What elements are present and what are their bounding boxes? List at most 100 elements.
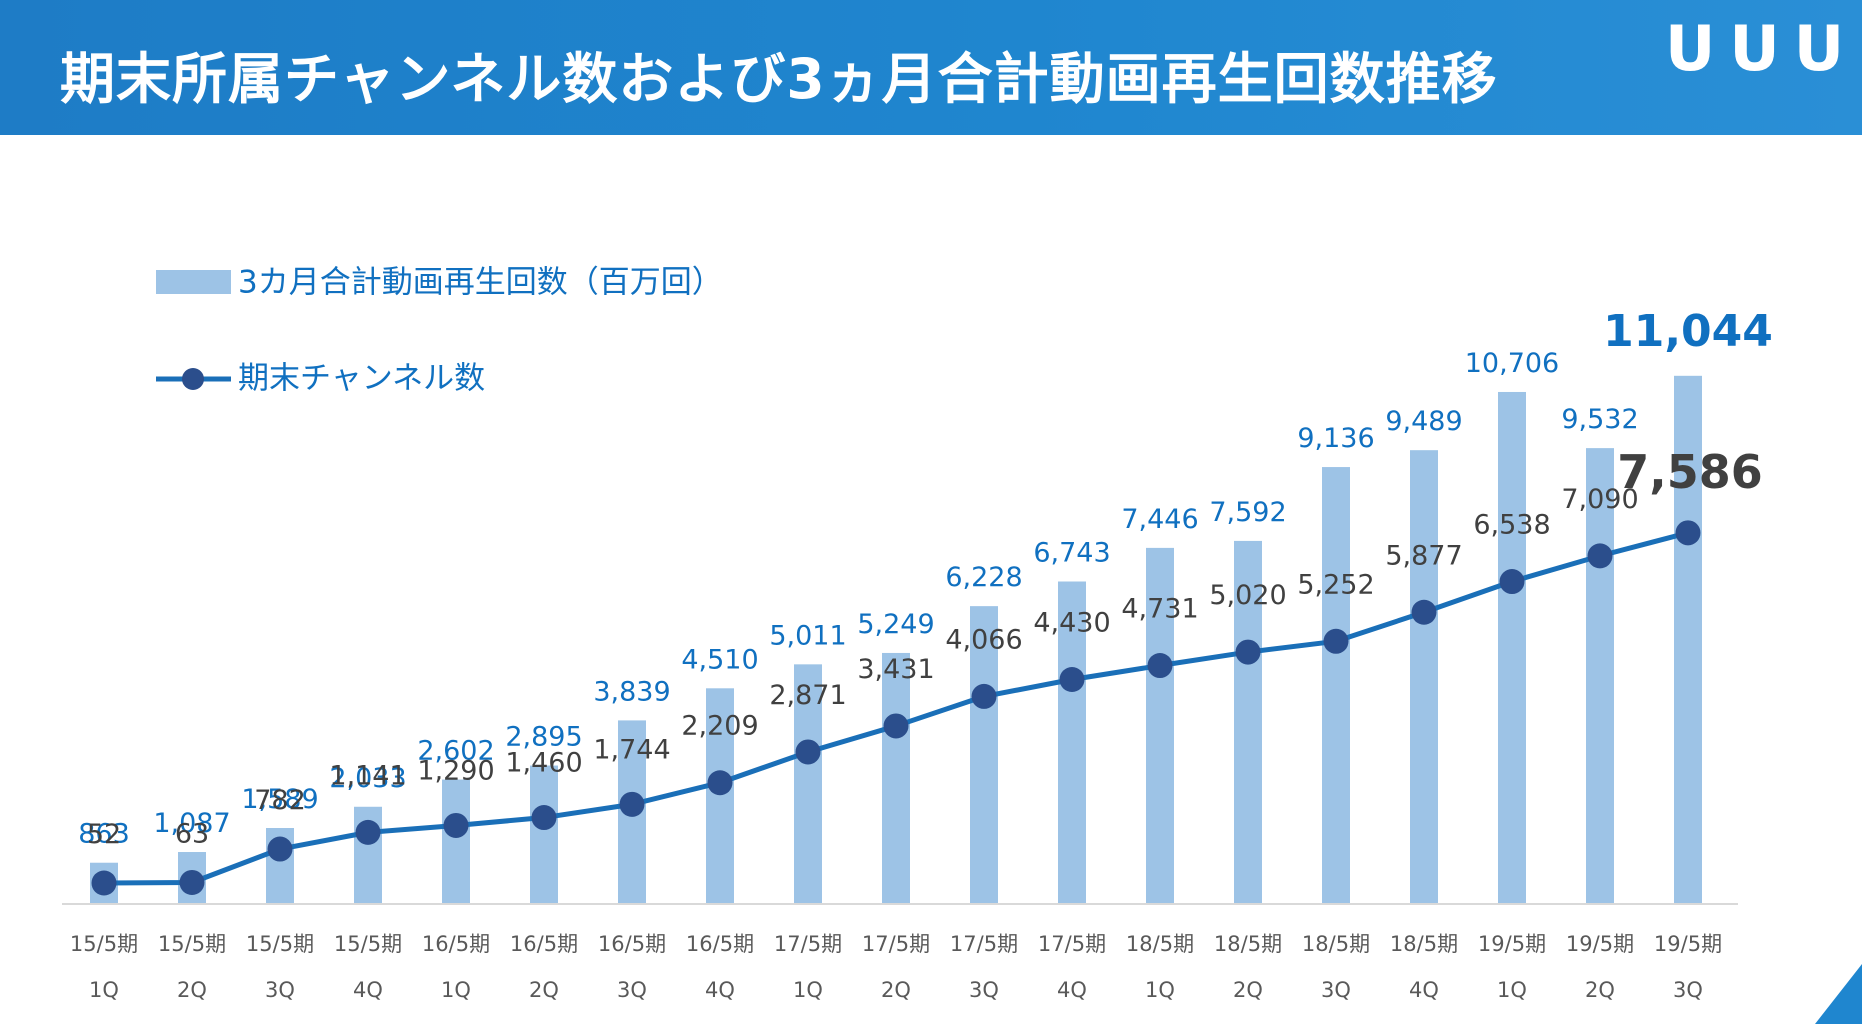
line-point-11 xyxy=(1059,667,1085,693)
bar-8 xyxy=(794,664,822,904)
bar-9 xyxy=(882,652,910,904)
bar-12 xyxy=(1146,547,1174,904)
bar-label-16: 10,706 xyxy=(1465,348,1559,379)
legend-bar-swatch xyxy=(156,270,231,294)
x-tick-period-16: 19/5期 xyxy=(1478,932,1546,956)
bar-label-4: 2,602 xyxy=(417,736,494,767)
line-label-2: 782 xyxy=(254,785,306,816)
x-tick-quarter-11: 4Q xyxy=(1057,978,1087,1002)
bar-15 xyxy=(1410,450,1438,904)
header-banner: 期末所属チャンネル数および3ヵ月合計動画再生回数推移 UUUM xyxy=(0,0,1862,135)
bar-18 xyxy=(1674,375,1702,904)
line-label-4: 1,290 xyxy=(417,755,494,786)
line-label-8: 2,871 xyxy=(769,680,846,711)
line-label-12: 4,731 xyxy=(1121,594,1198,625)
line-point-14 xyxy=(1323,628,1349,654)
bar-5 xyxy=(530,765,558,904)
line-label-0: 52 xyxy=(87,819,121,850)
line-data-labels: 52 63 782 1,141 1,290 1,460 1,744 2,209 2,871 3,4… xyxy=(87,445,1763,850)
line-series xyxy=(91,520,1701,896)
line-label-11: 4,430 xyxy=(1033,608,1110,639)
x-tick-quarter-15: 4Q xyxy=(1409,978,1439,1002)
bar-16 xyxy=(1498,391,1526,905)
x-tick-period-13: 18/5期 xyxy=(1214,932,1282,956)
x-tick-quarter-9: 2Q xyxy=(881,978,911,1002)
line-label-10: 4,066 xyxy=(945,624,1022,655)
legend-line-label: 期末チャンネル数 xyxy=(238,361,485,397)
x-tick-period-3: 15/5期 xyxy=(334,932,402,956)
x-tick-period-10: 17/5期 xyxy=(950,932,1018,956)
x-tick-quarter-8: 1Q xyxy=(793,978,823,1002)
bar-label-13: 7,592 xyxy=(1209,497,1286,528)
bar-11 xyxy=(1058,581,1086,904)
bar-label-15: 9,489 xyxy=(1385,406,1462,437)
bar-label-0: 863 xyxy=(78,819,130,850)
line-label-6: 1,744 xyxy=(593,734,670,765)
x-tick-period-6: 16/5期 xyxy=(598,932,666,956)
x-tick-quarter-3: 4Q xyxy=(353,978,383,1002)
line-point-3 xyxy=(355,819,381,845)
line-label-1: 63 xyxy=(175,818,209,849)
bar-label-11: 6,743 xyxy=(1033,538,1110,569)
bar-data-labels: 863 1,087 1,589 2,033 2,602 2,895 3,839 4,510 5,… xyxy=(78,306,1773,850)
x-tick-period-8: 17/5期 xyxy=(774,932,842,956)
x-tick-period-4: 16/5期 xyxy=(422,932,490,956)
legend-line-marker xyxy=(182,368,204,390)
x-tick-period-17: 19/5期 xyxy=(1566,932,1634,956)
x-tick-period-5: 16/5期 xyxy=(510,932,578,956)
line-point-12 xyxy=(1147,653,1173,679)
line-point-2 xyxy=(267,836,293,862)
x-tick-labels: 15/5期 1Q 15/5期 2Q 15/5期 3Q 15/5期 4Q 16/5期 1Q 16/5期… xyxy=(70,932,1722,1002)
line-point-18 xyxy=(1675,520,1701,546)
x-tick-period-18: 19/5期 xyxy=(1654,932,1722,956)
bar-label-3: 2,033 xyxy=(329,763,406,794)
bar-4 xyxy=(442,779,470,904)
bar-label-12: 7,446 xyxy=(1121,504,1198,535)
x-tick-period-14: 18/5期 xyxy=(1302,932,1370,956)
line-point-13 xyxy=(1235,639,1261,665)
line-label-14: 5,252 xyxy=(1297,569,1374,600)
line-point-0 xyxy=(91,870,117,896)
x-tick-quarter-4: 1Q xyxy=(441,978,471,1002)
uuum-logo: UUUM xyxy=(1665,12,1862,85)
line-label-13: 5,020 xyxy=(1209,580,1286,611)
bar-label-7: 4,510 xyxy=(681,644,758,675)
x-tick-quarter-12: 1Q xyxy=(1145,978,1175,1002)
line-label-18: 7,586 xyxy=(1617,445,1763,499)
bar-label-18: 11,044 xyxy=(1603,306,1773,357)
x-tick-period-15: 18/5期 xyxy=(1390,932,1458,956)
line-label-15: 5,877 xyxy=(1385,540,1462,571)
line-point-16 xyxy=(1499,569,1525,595)
line-point-15 xyxy=(1411,599,1437,625)
bar-label-10: 6,228 xyxy=(945,562,1022,593)
x-tick-period-7: 16/5期 xyxy=(686,932,754,956)
bar-10 xyxy=(970,606,998,904)
x-tick-quarter-1: 2Q xyxy=(177,978,207,1002)
x-tick-quarter-18: 3Q xyxy=(1673,978,1703,1002)
x-tick-quarter-10: 3Q xyxy=(969,978,999,1002)
line-label-5: 1,460 xyxy=(505,748,582,779)
line-label-16: 6,538 xyxy=(1473,510,1550,541)
legend-bar-label: 3カ月合計動画再生回数（百万回） xyxy=(238,265,723,301)
x-tick-period-12: 18/5期 xyxy=(1126,932,1194,956)
line-point-10 xyxy=(971,683,997,709)
bar-label-14: 9,136 xyxy=(1297,423,1374,454)
x-tick-quarter-2: 3Q xyxy=(265,978,295,1002)
x-tick-period-0: 15/5期 xyxy=(70,932,138,956)
bar-label-6: 3,839 xyxy=(593,676,670,707)
bar-label-1: 1,087 xyxy=(153,808,230,839)
line-point-9 xyxy=(883,713,909,739)
line-label-7: 2,209 xyxy=(681,711,758,742)
line-label-3: 1,141 xyxy=(329,760,406,791)
line-point-4 xyxy=(443,812,469,838)
x-tick-period-11: 17/5期 xyxy=(1038,932,1106,956)
bar-label-5: 2,895 xyxy=(505,722,582,753)
bar-13 xyxy=(1234,540,1262,904)
line-label-9: 3,431 xyxy=(857,654,934,685)
x-tick-period-9: 17/5期 xyxy=(862,932,930,956)
page-title: 期末所属チャンネル数および3ヵ月合計動画再生回数推移 xyxy=(60,47,1498,111)
bar-7 xyxy=(706,688,734,904)
corner-decoration xyxy=(1815,964,1862,1024)
bar-label-9: 5,249 xyxy=(857,609,934,640)
